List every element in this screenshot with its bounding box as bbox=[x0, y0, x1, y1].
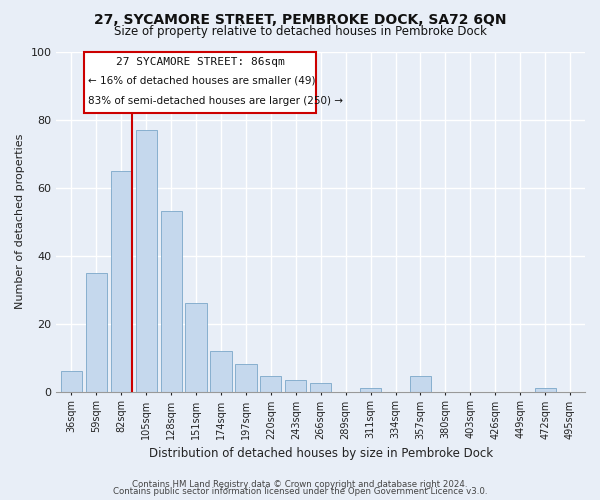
Text: 83% of semi-detached houses are larger (250) →: 83% of semi-detached houses are larger (… bbox=[88, 96, 343, 106]
X-axis label: Distribution of detached houses by size in Pembroke Dock: Distribution of detached houses by size … bbox=[149, 447, 493, 460]
Bar bbox=[285, 380, 307, 392]
Bar bbox=[211, 351, 232, 392]
Bar bbox=[185, 303, 206, 392]
Bar bbox=[360, 388, 381, 392]
Bar bbox=[86, 272, 107, 392]
Text: 27, SYCAMORE STREET, PEMBROKE DOCK, SA72 6QN: 27, SYCAMORE STREET, PEMBROKE DOCK, SA72… bbox=[94, 12, 506, 26]
Text: Contains HM Land Registry data © Crown copyright and database right 2024.: Contains HM Land Registry data © Crown c… bbox=[132, 480, 468, 489]
Text: 27 SYCAMORE STREET: 86sqm: 27 SYCAMORE STREET: 86sqm bbox=[116, 56, 284, 66]
Text: ← 16% of detached houses are smaller (49): ← 16% of detached houses are smaller (49… bbox=[88, 76, 316, 86]
Bar bbox=[136, 130, 157, 392]
Bar bbox=[535, 388, 556, 392]
Bar bbox=[410, 376, 431, 392]
Text: Contains public sector information licensed under the Open Government Licence v3: Contains public sector information licen… bbox=[113, 487, 487, 496]
Bar bbox=[260, 376, 281, 392]
Bar bbox=[61, 371, 82, 392]
Y-axis label: Number of detached properties: Number of detached properties bbox=[15, 134, 25, 310]
Bar bbox=[235, 364, 257, 392]
FancyBboxPatch shape bbox=[85, 52, 316, 112]
Bar bbox=[161, 212, 182, 392]
Bar bbox=[310, 383, 331, 392]
Text: Size of property relative to detached houses in Pembroke Dock: Size of property relative to detached ho… bbox=[113, 25, 487, 38]
Bar bbox=[110, 170, 132, 392]
